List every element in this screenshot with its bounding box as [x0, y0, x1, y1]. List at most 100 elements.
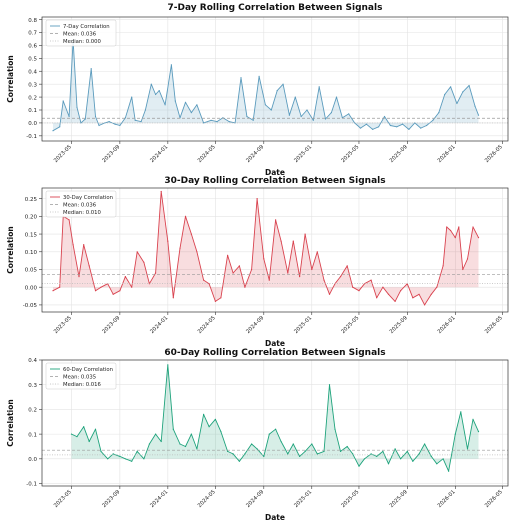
y-tick-label: 0.4 [28, 69, 37, 75]
x-tick-labels: 2023-05 2023-09 2024-01 2024-05 2024-09 2025-… [53, 312, 504, 335]
legend-entry: Mean: 0.036 [63, 203, 97, 209]
y-tick-label: 0.0 [28, 121, 37, 127]
data-point [227, 450, 229, 452]
data-point [424, 443, 426, 445]
y-tick-label: 0.2 [28, 408, 37, 414]
data-point [304, 450, 306, 452]
data-point [382, 450, 384, 452]
data-point [299, 276, 301, 278]
data-point [167, 364, 169, 366]
data-point [208, 283, 210, 285]
data-point [244, 453, 246, 455]
data-point [438, 112, 440, 114]
data-point [83, 426, 85, 428]
data-point [179, 247, 181, 249]
data-point [88, 440, 90, 443]
data-point [158, 90, 160, 92]
series-points [52, 190, 480, 306]
legend-box [45, 362, 117, 390]
data-point [214, 418, 216, 420]
chart-title: 30-Day Rolling Correlation Between Signa… [164, 176, 385, 186]
data-point [143, 458, 145, 460]
data-point [196, 251, 198, 253]
y-tick-label: -0.1 [26, 134, 37, 140]
data-point [446, 226, 448, 228]
y-tick-label: 0.10 [25, 250, 38, 256]
x-tick-label: 2026-05 [484, 144, 504, 164]
data-point [246, 115, 248, 118]
axes-frame [41, 16, 509, 142]
y-tick-label: 0.1 [28, 108, 37, 114]
data-point [203, 122, 205, 124]
data-point [394, 448, 396, 450]
data-point [131, 286, 133, 288]
data-point [280, 440, 282, 443]
data-point [432, 119, 434, 121]
series-area-fill [53, 40, 479, 131]
data-point [412, 460, 414, 462]
data-point [214, 300, 216, 302]
data-point [394, 300, 396, 302]
legend-box [45, 190, 117, 218]
data-point [316, 453, 318, 455]
y-tick-label: 0.15 [25, 232, 38, 238]
x-tick-label: 2026-05 [484, 489, 504, 509]
data-point [365, 123, 367, 125]
data-point [299, 455, 301, 457]
data-point [306, 109, 308, 111]
y-tick-label: 0.2 [28, 95, 37, 101]
data-point [292, 443, 294, 445]
data-point [52, 130, 54, 132]
data-point [174, 100, 176, 102]
data-point [264, 104, 266, 106]
data-point [477, 237, 480, 239]
x-tick-label: 2025-09 [389, 144, 409, 164]
data-point [190, 433, 192, 435]
x-tick-label: 2026-05 [484, 315, 504, 335]
data-point [90, 68, 92, 70]
data-point [216, 121, 218, 123]
y-tick-label: 0.3 [28, 82, 37, 88]
data-point [94, 428, 97, 430]
data-point [330, 112, 332, 114]
y-tick-label: 0.5 [28, 57, 37, 63]
data-point [100, 450, 102, 452]
data-point [203, 413, 205, 415]
legend-entry: 30-Day Correlation [63, 195, 113, 201]
data-point [323, 450, 325, 452]
x-tick-label: 2024-09 [245, 315, 265, 335]
series-area-fill [53, 191, 479, 305]
y-tick-labels: -0.05 0.00 0.05 0.10 0.15 0.20 0.25 [23, 197, 42, 309]
data-point [328, 293, 331, 295]
y-axis-label: Correlation [6, 55, 15, 102]
y-tick-labels: -0.1 0.0 0.1 0.2 0.3 0.4 0.5 0.6 0.7 0.8 [26, 18, 42, 140]
x-axis-label: Date [265, 339, 285, 348]
chart-60-day: 60-Day Rolling Correlation Between Signa… [6, 348, 509, 520]
data-point [131, 96, 133, 98]
data-point [256, 198, 258, 200]
data-point [287, 453, 289, 455]
x-tick-label: 2026-01 [437, 489, 457, 509]
x-tick-label: 2024-01 [149, 144, 169, 164]
data-point [346, 265, 348, 267]
data-point [426, 124, 428, 127]
data-point [456, 102, 458, 105]
data-point [208, 426, 210, 428]
x-tick-label: 2025-05 [340, 489, 360, 509]
series-points [70, 364, 480, 472]
x-tick-label: 2024-01 [149, 315, 169, 335]
data-point [376, 455, 378, 457]
x-tick-label: 2023-05 [53, 489, 73, 509]
data-point [402, 123, 404, 125]
x-tick-label: 2024-05 [197, 489, 217, 509]
x-gridlines [71, 360, 503, 486]
data-point [70, 433, 73, 435]
data-point [311, 443, 313, 445]
data-point [76, 436, 78, 438]
data-point [282, 83, 284, 85]
data-point [83, 244, 85, 246]
data-point [196, 104, 198, 106]
data-point [466, 258, 469, 260]
